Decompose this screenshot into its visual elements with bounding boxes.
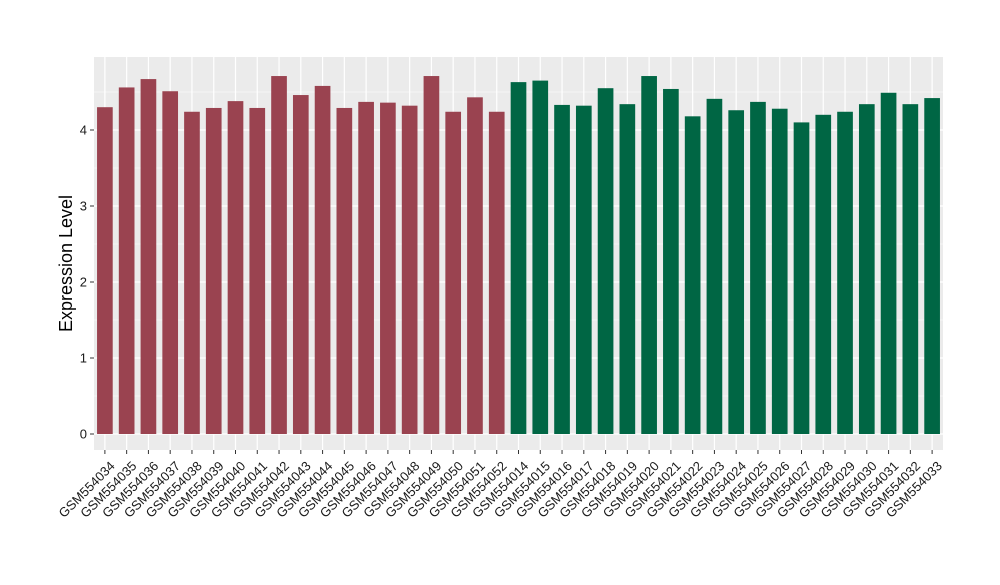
- bar-GSM554019: [619, 104, 636, 434]
- y-tick-label: 3: [80, 199, 87, 214]
- bar-GSM554044: [314, 85, 331, 435]
- bar-GSM554049: [423, 76, 440, 434]
- bar-GSM554045: [336, 107, 353, 435]
- bar-GSM554025: [750, 101, 766, 434]
- bar-GSM554048: [401, 105, 418, 435]
- y-axis: 0 1 2 3 4: [80, 123, 94, 442]
- bar-GSM554022: [684, 116, 701, 434]
- bar-GSM554050: [445, 111, 462, 434]
- bars: [97, 76, 940, 435]
- bar-GSM554036: [140, 79, 157, 434]
- bar-GSM554039: [205, 107, 222, 435]
- bar-GSM554027: [793, 122, 810, 435]
- bar-GSM554016: [554, 104, 570, 435]
- bar-GSM554028: [815, 114, 832, 435]
- bar-GSM554017: [575, 105, 592, 435]
- y-tick-label: 0: [80, 427, 87, 442]
- bar-GSM554021: [663, 88, 679, 435]
- y-axis-title: Expression Level: [56, 195, 76, 332]
- bar-GSM554031: [880, 92, 897, 434]
- bar-GSM554014: [510, 82, 527, 435]
- bar-GSM554026: [771, 108, 788, 434]
- bar-GSM554034: [97, 107, 113, 434]
- bar-GSM554042: [271, 76, 287, 434]
- bar-GSM554040: [227, 101, 244, 435]
- bar-GSM554015: [532, 80, 549, 434]
- y-tick-label: 1: [80, 351, 87, 366]
- bar-GSM554023: [706, 98, 723, 434]
- bar-GSM554051: [467, 97, 483, 434]
- x-axis: GSM554034GSM554035GSM554036GSM554037GSM5…: [56, 450, 945, 521]
- bar-GSM554046: [358, 101, 374, 434]
- bar-GSM554032: [902, 104, 919, 434]
- bar-GSM554041: [249, 107, 266, 435]
- bar-GSM554020: [641, 76, 657, 434]
- bar-GSM554035: [118, 87, 135, 434]
- y-tick-label: 2: [80, 275, 87, 290]
- bar-GSM554047: [380, 102, 396, 434]
- bar-GSM554043: [292, 95, 309, 434]
- bar-GSM554037: [162, 91, 179, 435]
- bar-GSM554024: [728, 110, 745, 435]
- bar-GSM554030: [858, 104, 875, 434]
- bar-GSM554052: [488, 111, 505, 434]
- bar-GSM554029: [837, 111, 853, 434]
- bar-GSM554033: [924, 98, 940, 434]
- bar-GSM554038: [184, 111, 200, 434]
- y-tick-label: 4: [80, 123, 87, 138]
- bar-GSM554018: [597, 88, 614, 434]
